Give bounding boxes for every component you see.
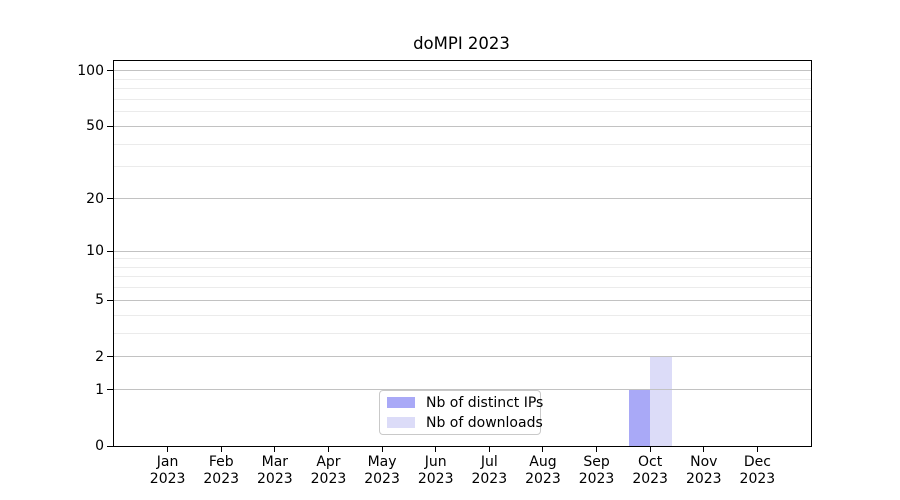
x-tick-label: May 2023	[364, 454, 400, 487]
x-tick-label: Feb 2023	[203, 454, 240, 487]
x-tick-label: Jan 2023	[149, 454, 186, 487]
y-tick-mark	[107, 70, 113, 72]
y-tick-mark	[107, 125, 113, 127]
major-gridline	[114, 70, 811, 72]
major-gridline	[114, 250, 811, 252]
x-tick-label: Mar 2023	[257, 454, 293, 487]
legend-label: Nb of distinct IPs	[426, 394, 544, 411]
y-tick-mark	[107, 198, 113, 199]
x-tick-mark	[381, 447, 383, 452]
x-tick-label: Oct 2023	[632, 454, 668, 487]
legend-row: Nb of downloads	[380, 414, 543, 432]
minor-gridline	[114, 258, 811, 260]
y-tick-mark	[107, 389, 113, 391]
x-tick-label: Jun 2023	[417, 454, 454, 487]
x-tick-mark	[488, 447, 490, 452]
minor-gridline	[114, 143, 811, 145]
legend-row: Nb of distinct IPs	[380, 394, 544, 412]
x-tick-label: Dec 2023	[739, 454, 776, 487]
legend-swatch-icon	[387, 397, 415, 408]
minor-gridline	[114, 78, 811, 80]
minor-gridline	[114, 88, 811, 90]
x-tick-label: Aug 2023	[525, 454, 561, 487]
major-gridline	[114, 125, 811, 127]
y-tick-label: 10	[86, 243, 104, 260]
x-tick-mark	[756, 447, 758, 452]
y-tick-mark	[107, 250, 113, 252]
y-tick-label: 50	[86, 118, 104, 135]
x-tick-label: Sep 2023	[578, 454, 615, 487]
x-tick-label: Jul 2023	[471, 454, 508, 487]
major-gridline	[114, 198, 811, 199]
x-tick-mark	[596, 447, 598, 452]
bar	[650, 356, 672, 446]
minor-gridline	[114, 111, 811, 113]
minor-gridline	[114, 166, 811, 168]
y-tick-label: 1	[95, 381, 104, 398]
x-tick-mark	[327, 447, 329, 452]
legend: Nb of distinct IPs Nb of downloads	[379, 390, 544, 435]
x-tick-mark	[167, 447, 169, 452]
x-tick-mark	[542, 447, 544, 452]
minor-gridline	[114, 287, 811, 289]
y-tick-label: 0	[95, 438, 104, 454]
x-tick-mark	[435, 447, 437, 452]
y-tick-mark	[107, 299, 113, 301]
minor-gridline	[114, 332, 811, 334]
minor-gridline	[114, 276, 811, 278]
y-tick-label: 20	[86, 190, 104, 207]
x-tick-mark	[220, 447, 222, 452]
y-tick-label: 5	[95, 292, 104, 309]
y-tick-mark	[107, 445, 113, 447]
major-gridline	[114, 299, 811, 301]
major-gridline	[114, 356, 811, 358]
chart-title: doMPI 2023	[413, 34, 510, 53]
minor-gridline	[114, 266, 811, 268]
legend-swatch-icon	[387, 417, 415, 428]
x-tick-mark	[274, 447, 276, 452]
y-tick-label: 2	[95, 348, 104, 365]
legend-label: Nb of downloads	[426, 414, 543, 431]
x-tick-mark	[703, 447, 705, 452]
x-tick-label: Apr 2023	[310, 454, 347, 487]
x-tick-mark	[649, 447, 651, 452]
bar	[628, 389, 651, 446]
minor-gridline	[114, 314, 811, 316]
y-tick-mark	[107, 356, 113, 358]
x-tick-label: Nov 2023	[685, 454, 722, 487]
y-tick-label: 100	[77, 62, 104, 79]
major-gridline	[114, 389, 811, 391]
minor-gridline	[114, 98, 811, 100]
plot-area: Nb of distinct IPs Nb of downloads 0 1 2 5 10…	[77, 60, 812, 487]
